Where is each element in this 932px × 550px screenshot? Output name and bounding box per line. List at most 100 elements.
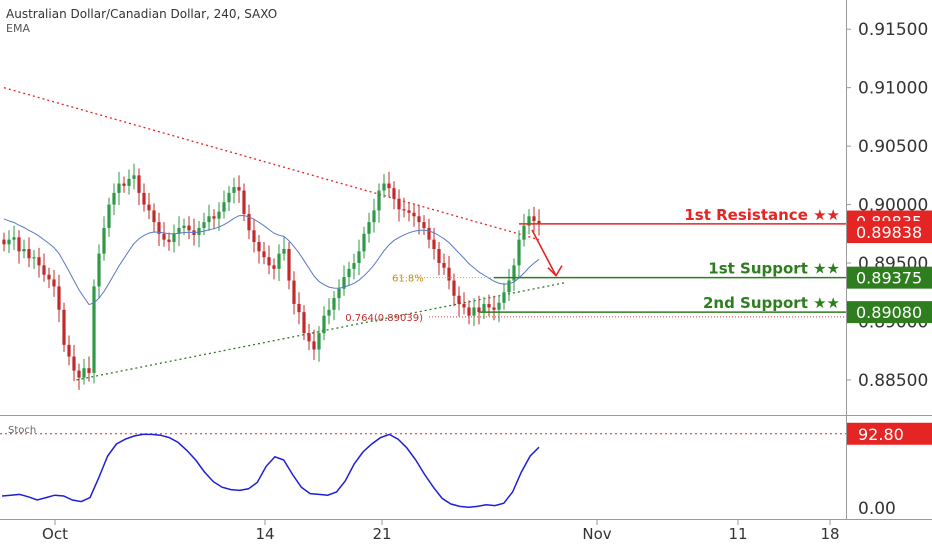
candle-body: [137, 175, 141, 193]
indicator-label: EMA: [6, 22, 30, 35]
candle-body: [477, 307, 481, 313]
candle-body: [102, 227, 106, 254]
candle-body: [32, 257, 36, 259]
candle-body: [127, 178, 131, 186]
x-tick-label: 14: [255, 525, 274, 543]
candle-body: [512, 265, 516, 281]
candle-body: [352, 263, 356, 269]
candle-body: [317, 333, 321, 350]
candle-body: [302, 312, 306, 334]
candle-body: [412, 212, 416, 217]
candle-body: [347, 268, 351, 278]
candle-body: [2, 239, 6, 245]
resistance-annotation: 1st Resistance ★★: [684, 206, 840, 224]
stoch-tick-label: 0.00: [858, 499, 896, 519]
candle-body: [462, 303, 466, 308]
candle-body: [387, 183, 391, 189]
candle-body: [87, 368, 91, 373]
candle-body: [437, 249, 441, 264]
candle-body: [517, 239, 521, 266]
current-price-box: [847, 221, 932, 244]
x-tick-label: Nov: [582, 525, 611, 543]
stoch-current-box: [847, 422, 932, 445]
candle-body: [292, 280, 296, 304]
candle-body: [362, 233, 366, 252]
candle-body: [222, 202, 226, 212]
candle-body: [287, 249, 291, 281]
fib764-label: 0.764(0.89039): [345, 313, 423, 324]
support1-annotation: 1st Support ★★: [708, 260, 840, 278]
ema-line: [3, 215, 540, 306]
candle-body: [182, 225, 186, 228]
candle-body: [187, 225, 191, 231]
candle-body: [432, 239, 436, 249]
candle-body: [407, 210, 411, 213]
candle-body: [72, 356, 76, 371]
candle-body: [457, 295, 461, 304]
candle-body: [397, 198, 401, 210]
candle-body: [112, 192, 116, 205]
candle-body: [107, 204, 111, 228]
candle-body: [117, 183, 121, 193]
candle-body: [67, 344, 71, 357]
support2-annotation: 2nd Support ★★: [703, 294, 840, 312]
candle-body: [467, 307, 471, 316]
candle-body: [442, 263, 446, 268]
stoch-label: Stoch: [8, 425, 37, 436]
candle-body: [172, 233, 176, 242]
candle-body: [132, 175, 136, 179]
candle-body: [322, 315, 326, 334]
candle-body: [177, 227, 181, 234]
candle-body: [197, 227, 201, 235]
candle-body: [47, 274, 51, 280]
candle-body: [272, 265, 276, 269]
y-tick-label: 0.88500: [858, 371, 928, 391]
candle-body: [242, 190, 246, 214]
candle-body: [217, 211, 221, 219]
candle-body: [42, 265, 46, 275]
candle-body: [237, 187, 241, 191]
candle-body: [12, 237, 16, 240]
candle-body: [167, 239, 171, 242]
candle-body: [532, 216, 536, 221]
candle-body: [7, 239, 11, 245]
candle-body: [327, 309, 331, 316]
candle-body: [537, 220, 541, 224]
candle-body: [402, 209, 406, 211]
candle-body: [297, 303, 301, 313]
candle-body: [377, 190, 381, 211]
candle-body: [372, 210, 376, 223]
candle-body: [392, 188, 396, 199]
candle-body: [37, 257, 41, 266]
candle-body: [122, 183, 126, 186]
candle-body: [152, 210, 156, 223]
candle-body: [527, 216, 531, 226]
x-tick-label: Oct: [42, 525, 68, 543]
candle-body: [22, 249, 26, 252]
candle-body: [257, 241, 261, 252]
candle-body: [502, 292, 506, 303]
candle-body: [492, 307, 496, 310]
support2-price-text: 0.89080: [856, 303, 922, 322]
candle-body: [92, 286, 96, 373]
down-arrow: [531, 229, 557, 277]
candle-body: [17, 237, 21, 252]
current-price-text: 0.89838: [856, 223, 922, 242]
candle-body: [357, 251, 361, 264]
y-tick-label: 0.90500: [858, 137, 928, 157]
candle-body: [147, 204, 151, 211]
candle-body: [307, 333, 311, 342]
candle-body: [77, 370, 81, 378]
trendline-lower: [76, 282, 565, 381]
candle-body: [27, 249, 31, 259]
fib618-label: 61.8%: [392, 274, 424, 285]
candle-body: [232, 187, 236, 193]
candle-body: [312, 341, 316, 350]
candle-body: [247, 213, 251, 231]
candle-body: [522, 225, 526, 240]
x-tick-label: 18: [820, 525, 839, 543]
candle-body: [142, 192, 146, 205]
candle-body: [162, 233, 166, 240]
